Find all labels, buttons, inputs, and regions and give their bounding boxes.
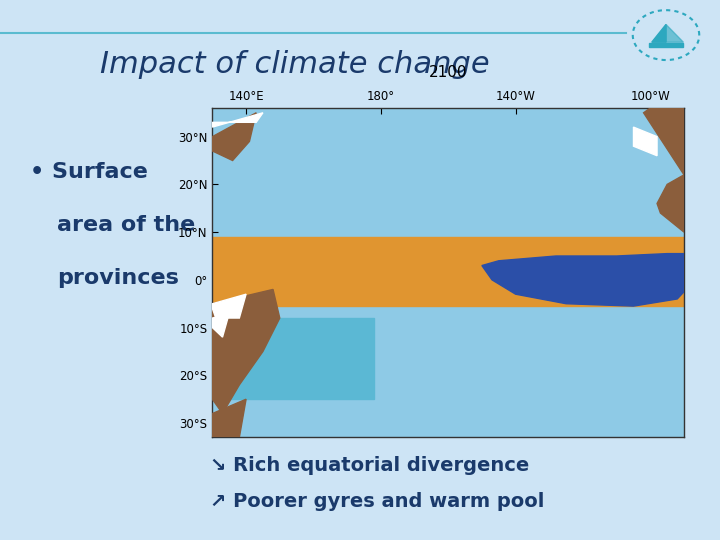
Polygon shape: [657, 175, 684, 232]
Text: • Surface: • Surface: [30, 162, 148, 182]
Text: Impact of climate change: Impact of climate change: [100, 50, 490, 79]
Text: ↘ Rich equatorial divergence: ↘ Rich equatorial divergence: [210, 456, 528, 475]
Polygon shape: [212, 313, 229, 337]
Polygon shape: [666, 24, 683, 42]
Polygon shape: [236, 318, 256, 352]
Polygon shape: [482, 254, 684, 306]
Polygon shape: [212, 318, 374, 399]
Polygon shape: [649, 43, 683, 47]
Polygon shape: [652, 24, 666, 42]
Polygon shape: [212, 113, 256, 160]
Text: area of the: area of the: [57, 215, 195, 235]
Polygon shape: [212, 113, 263, 127]
Polygon shape: [644, 108, 684, 175]
Title: 2100: 2100: [429, 65, 467, 80]
Polygon shape: [212, 399, 246, 437]
Text: provinces: provinces: [57, 268, 179, 288]
Polygon shape: [212, 289, 280, 414]
Polygon shape: [212, 294, 246, 318]
Polygon shape: [634, 127, 657, 156]
Text: ↗ Poorer gyres and warm pool: ↗ Poorer gyres and warm pool: [210, 491, 544, 511]
